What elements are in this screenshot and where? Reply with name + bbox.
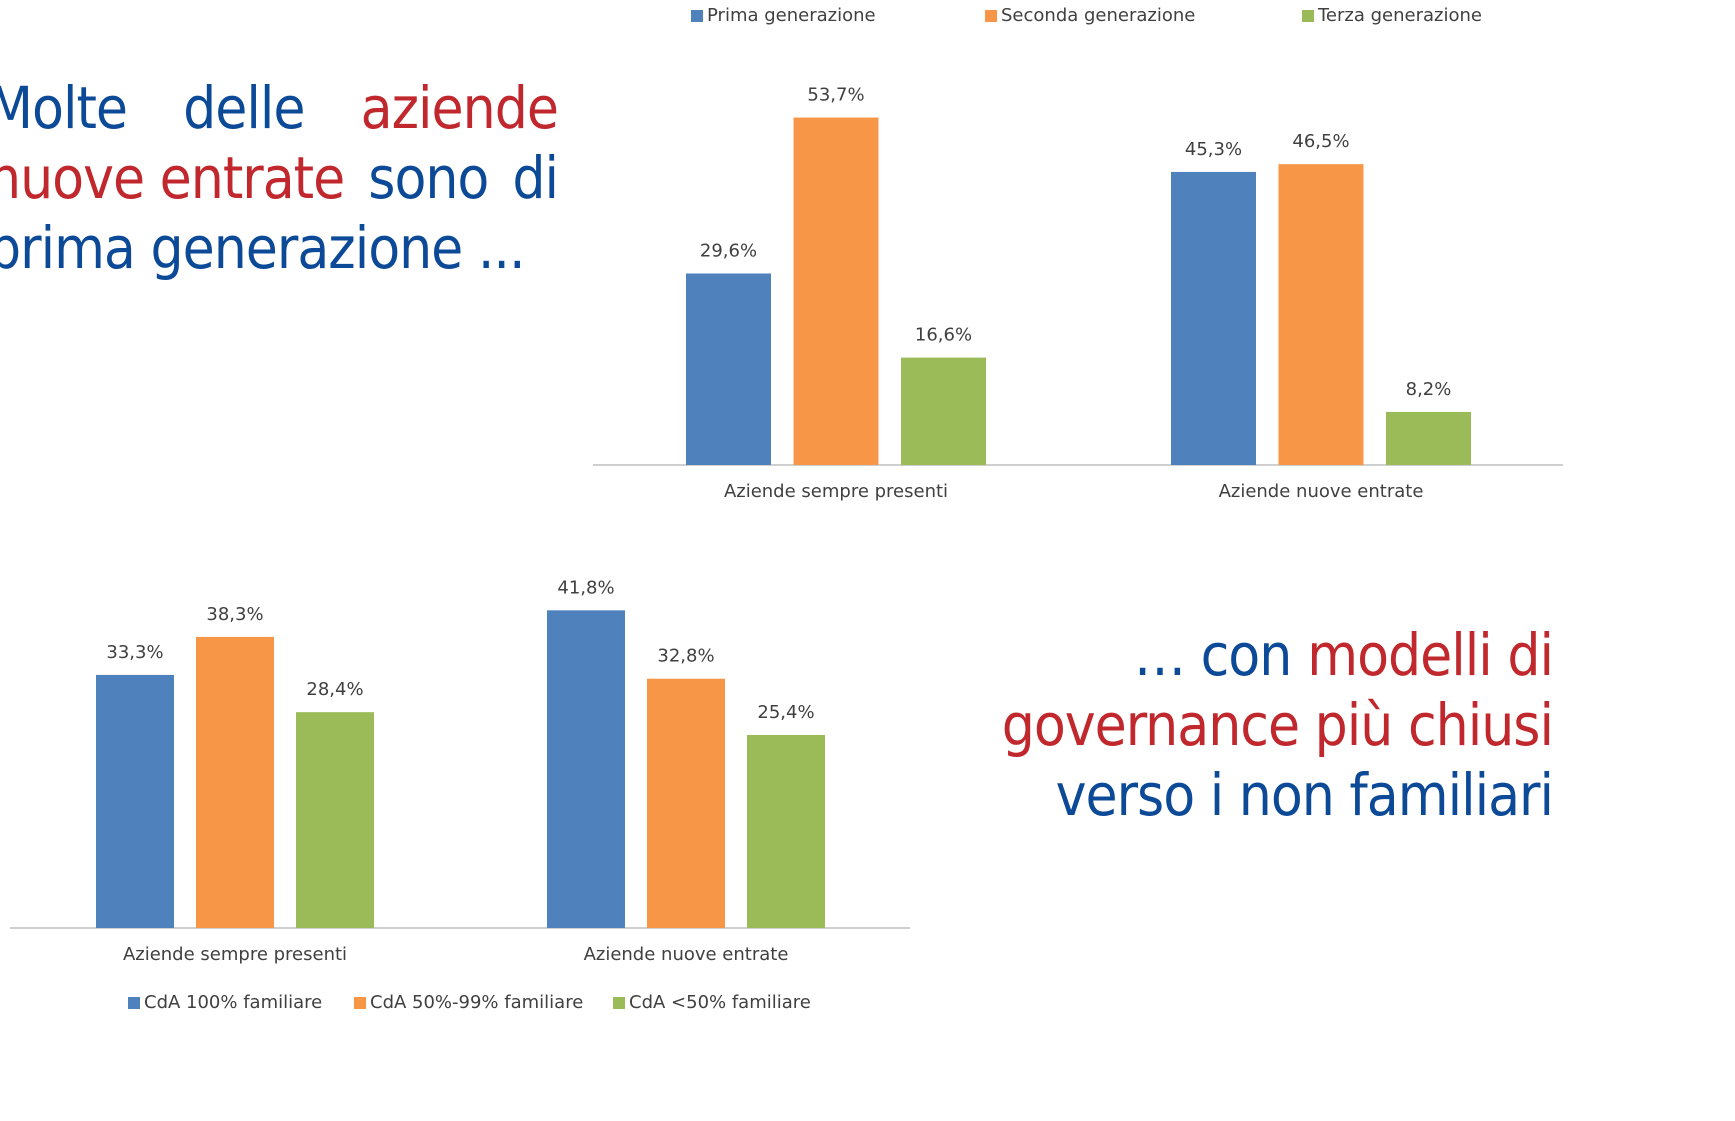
legend-swatch	[1302, 10, 1314, 22]
data-label: 38,3%	[206, 604, 263, 625]
text-part: delle	[183, 74, 305, 142]
text-part: governance più chiusi	[1001, 691, 1554, 759]
legend-label: Seconda generazione	[1001, 5, 1195, 26]
text-part: Molte	[0, 74, 128, 142]
data-label: 41,8%	[557, 577, 614, 598]
legend-label: CdA <50% familiare	[629, 992, 811, 1013]
data-label: 29,6%	[700, 240, 757, 261]
text-line: Molte delle aziende	[0, 73, 559, 143]
data-label: 32,8%	[657, 646, 714, 667]
left-text: Molte delle aziende nuove entrate sono di prim…	[0, 73, 559, 283]
bar	[96, 674, 174, 928]
text-line: … con modelli di	[853, 620, 1554, 690]
text-line: verso i non familiari	[853, 760, 1554, 830]
data-label: 53,7%	[807, 85, 864, 106]
data-label: 46,5%	[1292, 131, 1349, 152]
text-part: di	[512, 144, 559, 212]
text-line: governance più chiusi	[853, 690, 1554, 760]
bar	[1171, 171, 1256, 465]
legend-label: Terza generazione	[1317, 5, 1482, 26]
data-label: 16,6%	[915, 325, 972, 346]
data-label: 33,3%	[106, 642, 163, 663]
text-part: modelli di	[1307, 621, 1554, 689]
legend-swatch	[985, 10, 997, 22]
bar	[686, 273, 771, 465]
bar	[1278, 164, 1364, 465]
legend-label: CdA 100% familiare	[144, 992, 322, 1013]
bar	[793, 117, 879, 465]
text-part: aziende	[360, 74, 559, 142]
data-label: 28,4%	[306, 679, 363, 700]
bar	[1386, 411, 1471, 465]
bar	[647, 678, 725, 928]
legend-swatch	[691, 10, 703, 22]
text-part: verso i non familiari	[1055, 761, 1554, 829]
bar	[901, 357, 986, 465]
bar	[196, 636, 274, 928]
x-tick-label: Aziende sempre presenti	[724, 481, 948, 502]
text-line: nuove entrate sono di	[0, 143, 559, 213]
x-tick-label: Aziende nuove entrate	[1219, 481, 1424, 502]
text-line: prima generazione ...	[0, 213, 558, 283]
legend-swatch	[128, 997, 140, 1009]
right-text: … con modelli di governance più chiusi vers…	[853, 620, 1554, 830]
legend-label: Prima generazione	[707, 5, 876, 26]
bar	[296, 712, 374, 928]
text-part: prima generazione ...	[0, 214, 526, 282]
text-part: nuove entrate	[0, 144, 345, 212]
data-label: 45,3%	[1185, 139, 1242, 160]
legend-label: CdA 50%-99% familiare	[370, 992, 583, 1013]
x-tick-label: Aziende sempre presenti	[123, 944, 347, 965]
bar	[747, 734, 825, 928]
x-tick-label: Aziende nuove entrate	[584, 944, 789, 965]
data-label: 25,4%	[757, 702, 814, 723]
legend-swatch	[613, 997, 625, 1009]
text-part: … con	[1133, 621, 1292, 689]
bar	[547, 610, 625, 928]
data-label: 8,2%	[1406, 379, 1452, 400]
text-part: sono	[368, 144, 489, 212]
legend-swatch	[354, 997, 366, 1009]
